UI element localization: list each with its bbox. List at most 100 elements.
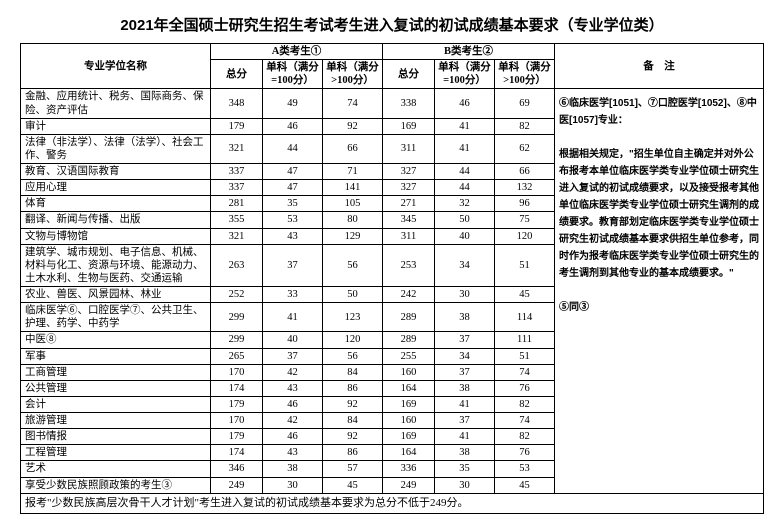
score-cell: 84 [323,364,383,380]
score-cell: 76 [495,380,555,396]
score-cell: 46 [263,429,323,445]
score-cell: 74 [495,413,555,429]
score-cell: 289 [383,303,435,332]
score-cell: 37 [435,332,495,348]
score-table: 专业学位名称 A类考生① B类考生② 备 注 总分 单科（满分=100分） 单科… [20,43,764,514]
score-cell: 129 [323,228,383,244]
score-cell: 348 [211,89,263,118]
score-cell: 41 [435,396,495,412]
degree-name: 金融、应用统计、税务、国际商务、保险、资产评估 [21,89,211,118]
score-cell: 46 [263,396,323,412]
score-cell: 35 [435,461,495,477]
score-cell: 123 [323,303,383,332]
score-cell: 179 [211,396,263,412]
score-cell: 252 [211,287,263,303]
score-cell: 53 [263,212,323,228]
score-cell: 56 [323,244,383,286]
col-notes: 备 注 [555,44,764,89]
score-cell: 265 [211,348,263,364]
score-cell: 32 [435,196,495,212]
score-cell: 51 [495,348,555,364]
degree-name: 应用心理 [21,180,211,196]
col-b-total: 总分 [383,60,435,89]
score-cell: 120 [323,332,383,348]
score-cell: 355 [211,212,263,228]
score-cell: 92 [323,429,383,445]
score-cell: 164 [383,445,435,461]
score-cell: 84 [323,413,383,429]
score-cell: 44 [435,180,495,196]
score-cell: 45 [495,477,555,493]
score-cell: 120 [495,228,555,244]
degree-name: 工商管理 [21,364,211,380]
score-cell: 49 [263,89,323,118]
score-cell: 160 [383,364,435,380]
score-cell: 179 [211,118,263,134]
score-cell: 345 [383,212,435,228]
score-cell: 249 [211,477,263,493]
score-cell: 92 [323,396,383,412]
score-cell: 336 [383,461,435,477]
col-b-100: 单科（满分=100分） [435,60,495,89]
score-cell: 281 [211,196,263,212]
degree-name: 享受少数民族照顾政策的考生③ [21,477,211,493]
score-cell: 51 [495,244,555,286]
score-cell: 53 [495,461,555,477]
degree-name: 艺术 [21,461,211,477]
col-a-100: 单科（满分=100分） [263,60,323,89]
score-cell: 47 [263,180,323,196]
score-cell: 337 [211,180,263,196]
score-cell: 40 [263,332,323,348]
score-cell: 43 [263,445,323,461]
score-cell: 37 [435,413,495,429]
score-cell: 289 [383,332,435,348]
score-cell: 255 [383,348,435,364]
score-cell: 45 [323,477,383,493]
score-cell: 50 [323,287,383,303]
degree-name: 图书情报 [21,429,211,445]
footnote: 报考"少数民族高层次骨干人才计划"考生进入复试的初试成绩基本要求为总分不低于24… [21,493,764,514]
score-cell: 41 [435,429,495,445]
score-cell: 38 [263,461,323,477]
degree-name: 体育 [21,196,211,212]
col-name: 专业学位名称 [21,44,211,89]
score-cell: 346 [211,461,263,477]
score-cell: 111 [495,332,555,348]
score-cell: 71 [323,164,383,180]
score-cell: 105 [323,196,383,212]
score-cell: 46 [435,89,495,118]
col-group-a: A类考生① [211,44,383,60]
score-cell: 311 [383,228,435,244]
score-cell: 66 [323,134,383,163]
score-cell: 44 [263,134,323,163]
degree-name: 旅游管理 [21,413,211,429]
score-cell: 74 [495,364,555,380]
score-cell: 38 [435,445,495,461]
score-cell: 69 [495,89,555,118]
score-cell: 56 [323,348,383,364]
score-cell: 299 [211,332,263,348]
col-b-gt100: 单科（满分>100分） [495,60,555,89]
score-cell: 169 [383,118,435,134]
score-cell: 327 [383,180,435,196]
score-cell: 74 [323,89,383,118]
score-cell: 66 [495,164,555,180]
score-cell: 271 [383,196,435,212]
score-cell: 141 [323,180,383,196]
score-cell: 41 [435,118,495,134]
degree-name: 翻译、新闻与传播、出版 [21,212,211,228]
degree-name: 建筑学、城市规划、电子信息、机械、材料与化工、资源与环境、能源动力、土木水利、生… [21,244,211,286]
score-cell: 34 [435,244,495,286]
score-cell: 169 [383,429,435,445]
degree-name: 工程管理 [21,445,211,461]
score-cell: 37 [263,348,323,364]
degree-name: 军事 [21,348,211,364]
degree-name: 法律（非法学）、法律（法学）、社会工作、警务 [21,134,211,163]
score-cell: 40 [435,228,495,244]
score-cell: 164 [383,380,435,396]
degree-name: 公共管理 [21,380,211,396]
col-group-b: B类考生② [383,44,555,60]
score-cell: 174 [211,380,263,396]
score-cell: 42 [263,413,323,429]
score-cell: 45 [495,287,555,303]
